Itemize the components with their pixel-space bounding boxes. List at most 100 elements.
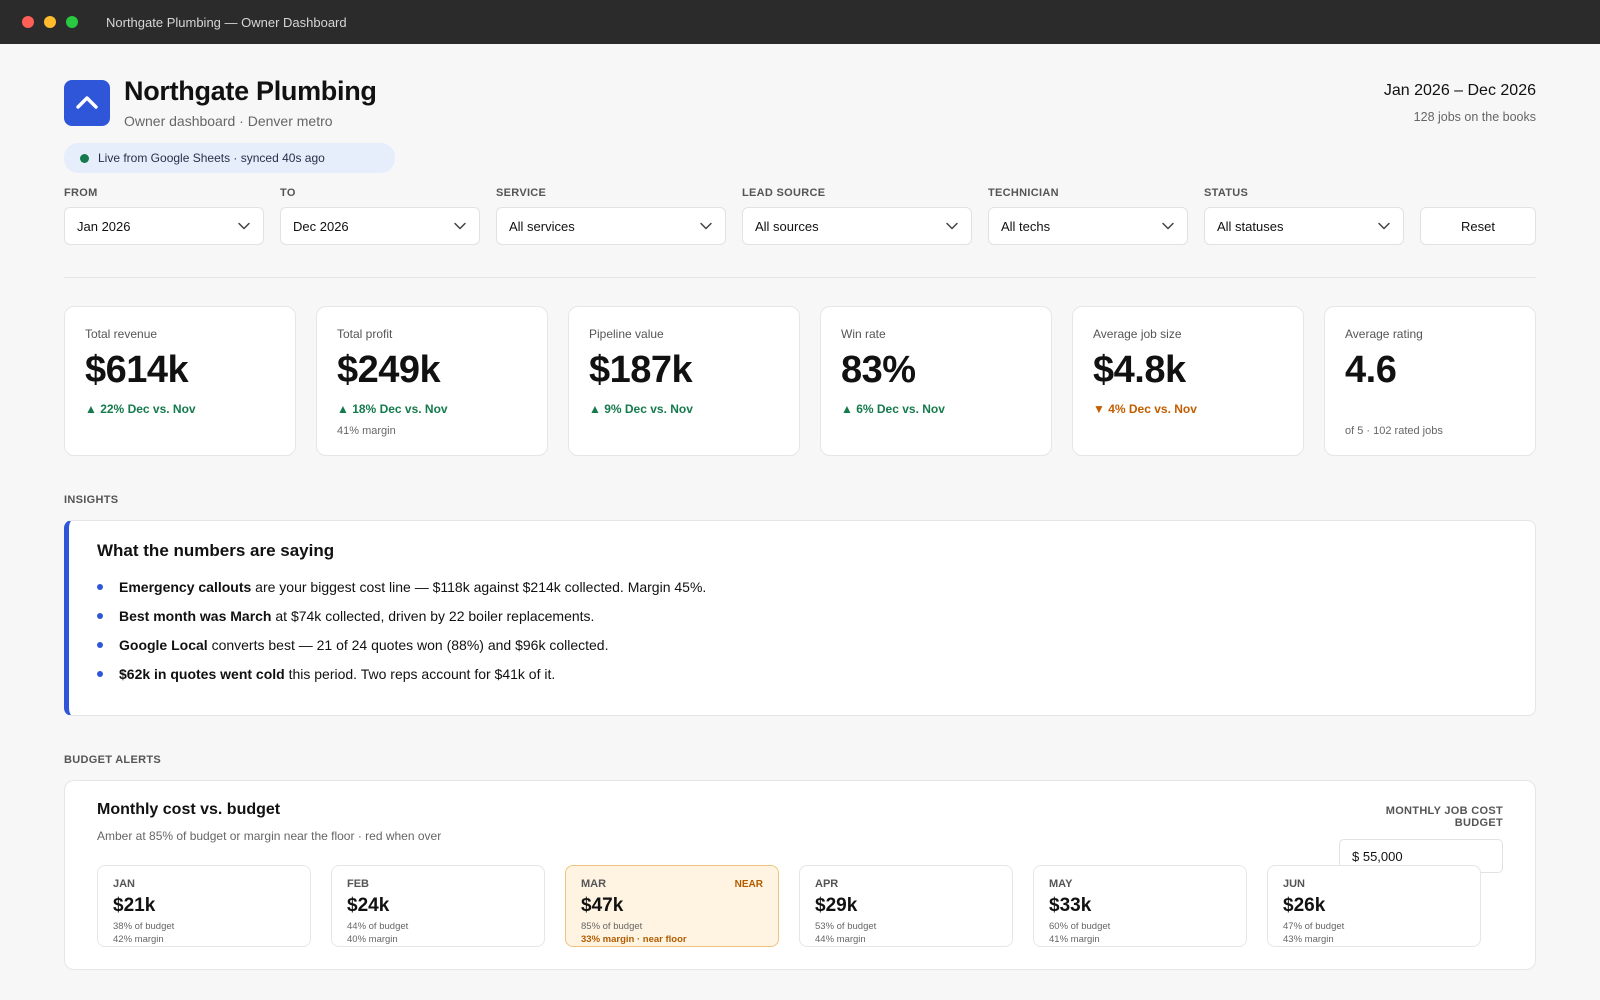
maximize-window-button[interactable] (66, 16, 78, 28)
kpi-card: Win rate 83% ▲ 6% Dec vs. Nov (820, 306, 1052, 456)
filter-label: SERVICE (496, 187, 547, 199)
list-item: Emergency callouts are your biggest cost… (97, 579, 1507, 595)
month-name: JUN (1283, 878, 1306, 890)
kpi-value: $614k (85, 349, 189, 391)
period-summary: Jan 2026 – Dec 2026 128 jobs on the book… (1384, 76, 1536, 124)
filter-4: TECHNICIAN All techs (988, 187, 1188, 245)
kpi-delta-spacer (1345, 402, 1515, 416)
budget-title: Monthly cost vs. budget (97, 801, 281, 818)
window-title: Northgate Plumbing — Owner Dashboard (106, 14, 347, 30)
chevron-down-icon (1162, 222, 1174, 230)
filter-select-technician[interactable]: All techs (988, 207, 1188, 245)
month-cards: JAN $21k 38% of budget 42% margin FEB $24k 44%… (97, 865, 1503, 947)
kpi-delta: ▲ 22% Dec vs. Nov (85, 402, 196, 416)
chevron-down-icon (1378, 222, 1390, 230)
budget-card: Monthly cost vs. budget Amber at 85% of … (64, 780, 1536, 970)
filter-select-to[interactable]: Dec 2026 (280, 207, 480, 245)
kpi-card: Average rating 4.6 of 5 · 102 rated jobs (1324, 306, 1536, 456)
kpi-row: Total revenue $614k ▲ 22% Dec vs. Nov Total… (64, 306, 1536, 456)
live-status-dot-icon (80, 153, 89, 163)
bullet-icon (97, 584, 103, 590)
budget-subtitle: Amber at 85% of budget or margin near th… (97, 829, 442, 843)
filter-3: LEAD SOURCE All sources (742, 187, 972, 245)
insights-section-label: INSIGHTS (64, 494, 119, 506)
kpi-note: of 5 · 102 rated jobs (1345, 425, 1443, 437)
brand-text: Northgate Plumbing Owner dashboard · Den… (124, 76, 377, 129)
sync-status-badge: Live from Google Sheets · synced 40s ago (64, 143, 395, 173)
insight-text: $62k in quotes went cold this period. Tw… (119, 666, 555, 682)
month-card-jun: JUN $26k 47% of budget 43% margin (1267, 865, 1481, 947)
month-name: MAY (1049, 878, 1073, 890)
month-budget-share: 44% of budget (347, 921, 409, 932)
kpi-delta: ▲ 6% Dec vs. Nov (841, 402, 945, 416)
kpi-value: $249k (337, 349, 441, 391)
month-name: FEB (347, 878, 369, 890)
month-margin: 44% margin (815, 934, 866, 945)
chevron-up-icon (76, 95, 98, 109)
kpi-delta: ▼ 4% Dec vs. Nov (1093, 402, 1197, 416)
bullet-icon (97, 642, 103, 648)
filter-label: LEAD SOURCE (742, 187, 826, 199)
month-budget-share: 47% of budget (1283, 921, 1345, 932)
kpi-value: 83% (841, 349, 916, 391)
kpi-label: Average job size (1093, 327, 1182, 341)
kpi-value: 4.6 (1345, 349, 1397, 391)
filter-select-service[interactable]: All services (496, 207, 726, 245)
list-item: Google Local converts best — 21 of 24 qu… (97, 637, 1507, 653)
chevron-down-icon (238, 222, 250, 230)
month-cost: $29k (815, 895, 858, 916)
insights-card: What the numbers are saying Emergency ca… (64, 520, 1536, 716)
insight-detail: are your biggest cost line — $118k again… (251, 579, 707, 595)
month-card-feb: FEB $24k 44% of budget 40% margin (331, 865, 545, 947)
insight-text: Best month was March at $74k collected, … (119, 608, 594, 624)
filter-value: All statuses (1217, 218, 1284, 234)
kpi-card: Total profit $249k ▲ 18% Dec vs. Nov 41% ma… (316, 306, 548, 456)
month-cost: $33k (1049, 895, 1092, 916)
filter-select-lead-source[interactable]: All sources (742, 207, 972, 245)
chevron-down-icon (946, 222, 958, 230)
kpi-card: Total revenue $614k ▲ 22% Dec vs. Nov (64, 306, 296, 456)
page-subtitle: Owner dashboard · Denver metro (124, 113, 333, 129)
close-window-button[interactable] (22, 16, 34, 28)
filter-value: All sources (755, 218, 819, 234)
month-card-apr: APR $29k 53% of budget 44% margin (799, 865, 1013, 947)
budget-section-label: BUDGET ALERTS (64, 754, 161, 766)
kpi-note: 41% margin (337, 425, 396, 437)
kpi-value: $187k (589, 349, 693, 391)
insight-highlight: Google Local (119, 637, 208, 653)
minimize-window-button[interactable] (44, 16, 56, 28)
filter-select-from[interactable]: Jan 2026 (64, 207, 264, 245)
kpi-delta: ▲ 9% Dec vs. Nov (589, 402, 693, 416)
filter-value: All services (509, 218, 575, 234)
list-item: Best month was March at $74k collected, … (97, 608, 1507, 624)
insight-text: Google Local converts best — 21 of 24 qu… (119, 637, 608, 653)
filter-0: FROM Jan 2026 (64, 187, 264, 245)
chevron-down-icon (700, 222, 712, 230)
list-item: $62k in quotes went cold this period. Tw… (97, 666, 1507, 682)
insights-title: What the numbers are saying (97, 541, 335, 560)
bullet-icon (97, 671, 103, 677)
kpi-label: Average rating (1345, 327, 1423, 341)
budget-input-group: MONTHLY JOB COST BUDGET (1339, 805, 1503, 873)
divider (64, 277, 1536, 278)
month-budget-share: 53% of budget (815, 921, 877, 932)
month-name: APR (815, 878, 839, 890)
month-name: MAR (581, 878, 607, 890)
month-card-mar: MAR NEAR $47k 85% of budget 33% margin · nea… (565, 865, 779, 947)
month-margin: 41% margin (1049, 934, 1100, 945)
reset-button[interactable]: Reset (1420, 207, 1536, 245)
window-titlebar: Northgate Plumbing — Owner Dashboard (0, 0, 1600, 44)
filter-label: TO (280, 187, 296, 199)
filter-label: STATUS (1204, 187, 1249, 199)
insight-detail: converts best — 21 of 24 quotes won (88%… (207, 637, 609, 653)
chevron-down-icon (454, 222, 466, 230)
kpi-card: Average job size $4.8k ▼ 4% Dec vs. Nov (1072, 306, 1304, 456)
kpi-card: Pipeline value $187k ▲ 9% Dec vs. Nov (568, 306, 800, 456)
month-card-jan: JAN $21k 38% of budget 42% margin (97, 865, 311, 947)
kpi-value: $4.8k (1093, 349, 1186, 391)
insight-highlight: Best month was March (119, 608, 272, 624)
filter-select-status[interactable]: All statuses (1204, 207, 1404, 245)
filter-bar: FROM Jan 2026 TO Dec 2026 SERVICE All service… (64, 187, 1536, 245)
month-margin: 42% margin (113, 934, 164, 945)
month-budget-share: 60% of budget (1049, 921, 1111, 932)
